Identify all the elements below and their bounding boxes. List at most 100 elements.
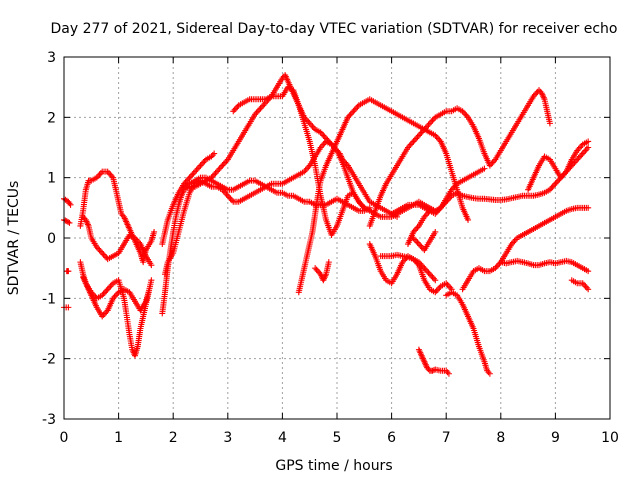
data-point-marker xyxy=(190,170,197,177)
data-point-marker xyxy=(228,197,235,204)
data-point-marker xyxy=(222,189,229,196)
y-tick-label: 2 xyxy=(47,110,56,126)
data-point-marker xyxy=(552,180,559,187)
data-point-marker xyxy=(481,165,488,172)
data-point-marker xyxy=(413,238,420,245)
y-tick-label: -2 xyxy=(42,352,56,368)
data-point-marker xyxy=(465,216,472,223)
data-point-marker xyxy=(433,287,440,294)
data-point-marker xyxy=(430,275,437,282)
data-point-marker xyxy=(549,183,556,190)
data-point-marker xyxy=(212,170,219,177)
data-point-marker xyxy=(226,194,233,201)
data-point-marker xyxy=(216,165,223,172)
data-point-marker xyxy=(444,369,451,376)
x-tick-label: 3 xyxy=(223,430,232,446)
data-point-marker xyxy=(432,228,439,235)
data-point-marker xyxy=(104,286,111,293)
data-point-marker xyxy=(444,281,451,288)
data-point-marker xyxy=(112,292,119,299)
data-point-marker xyxy=(536,87,543,94)
data-point-marker xyxy=(426,207,433,214)
data-point-marker xyxy=(407,141,414,148)
y-tick-label: 0 xyxy=(47,231,56,247)
data-point-marker xyxy=(211,171,218,178)
data-point-marker xyxy=(415,241,422,248)
data-point-marker xyxy=(148,262,155,269)
data-point-marker xyxy=(314,268,321,275)
data-point-marker xyxy=(189,171,196,178)
data-point-marker xyxy=(410,138,417,145)
data-point-marker xyxy=(217,164,224,171)
data-point-marker xyxy=(313,266,320,273)
data-point-marker xyxy=(583,146,590,153)
data-point-marker xyxy=(325,259,332,266)
data-point-marker xyxy=(415,132,422,139)
data-point-marker xyxy=(220,161,227,168)
data-point-marker xyxy=(409,139,416,146)
data-point-marker xyxy=(231,106,238,113)
data-point-marker xyxy=(426,271,433,278)
x-axis-label: GPS time / hours xyxy=(275,458,392,474)
data-point-marker xyxy=(429,367,436,374)
data-point-marker xyxy=(486,370,493,377)
data-point-marker xyxy=(414,133,421,140)
data-point-marker xyxy=(103,287,110,294)
data-point-marker xyxy=(260,102,267,109)
data-point-marker xyxy=(553,179,560,186)
x-tick-label: 8 xyxy=(496,430,505,446)
data-point-marker xyxy=(100,251,107,258)
data-point-marker xyxy=(230,108,237,115)
y-tick-label: -3 xyxy=(42,412,56,428)
data-point-marker xyxy=(576,144,583,151)
data-point-marker xyxy=(546,120,553,127)
x-tick-label: 6 xyxy=(387,430,396,446)
data-point-marker xyxy=(66,219,73,226)
data-point-marker xyxy=(411,136,418,143)
data-point-marker xyxy=(422,266,429,273)
data-point-marker xyxy=(227,195,234,202)
x-tick-label: 9 xyxy=(551,430,560,446)
data-point-marker xyxy=(417,242,424,249)
x-tick-label: 5 xyxy=(333,430,342,446)
data-point-marker xyxy=(582,283,589,290)
data-point-marker xyxy=(196,164,203,171)
data-point-marker xyxy=(511,238,518,245)
data-point-marker xyxy=(96,171,103,178)
data-point-marker xyxy=(232,105,239,112)
x-tick-label: 10 xyxy=(601,430,619,446)
data-point-marker xyxy=(353,105,360,112)
data-point-marker xyxy=(192,168,199,175)
data-point-marker xyxy=(581,281,588,288)
data-point-marker xyxy=(101,310,108,317)
data-point-marker xyxy=(65,268,72,275)
data-point-marker xyxy=(96,247,103,254)
data-point-marker xyxy=(106,170,113,177)
y-axis-label: SDTVAR / TECUs xyxy=(6,181,22,296)
data-point-marker xyxy=(257,105,264,112)
data-point-marker xyxy=(560,171,567,178)
data-point-marker xyxy=(349,109,356,116)
data-point-marker xyxy=(429,274,436,281)
data-point-marker xyxy=(347,111,354,118)
data-point-marker xyxy=(417,130,424,137)
data-point-marker xyxy=(578,152,585,159)
data-point-marker xyxy=(106,284,113,291)
data-point-marker xyxy=(585,204,592,211)
data-point-marker xyxy=(533,90,540,97)
data-point-marker xyxy=(585,138,592,145)
data-point-marker xyxy=(435,135,442,142)
data-point-marker xyxy=(99,250,106,257)
x-tick-label: 0 xyxy=(60,430,69,446)
data-point-marker xyxy=(582,147,589,154)
data-point-marker xyxy=(429,117,436,124)
data-point-marker xyxy=(351,106,358,113)
data-point-marker xyxy=(97,170,104,177)
data-point-marker xyxy=(585,268,592,275)
data-point-marker xyxy=(432,277,439,284)
data-point-marker xyxy=(101,289,108,296)
data-point-marker xyxy=(320,132,327,139)
data-point-marker xyxy=(551,182,558,189)
data-point-marker xyxy=(428,272,435,279)
data-point-marker xyxy=(256,106,263,113)
